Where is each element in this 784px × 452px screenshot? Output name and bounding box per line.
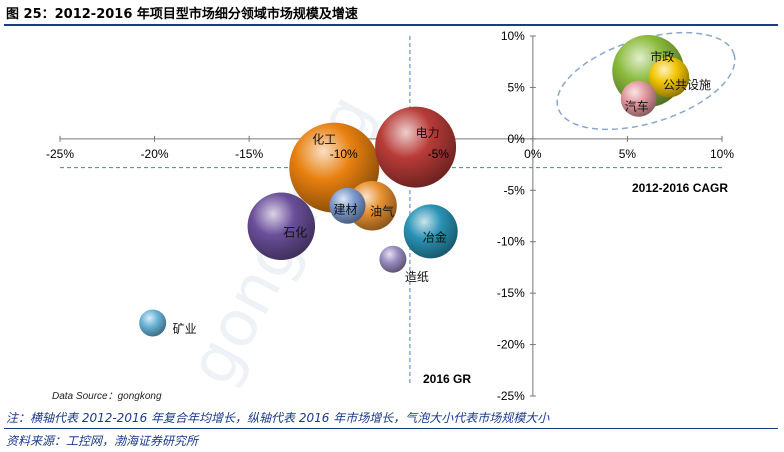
bubble-label: 汽车 (625, 99, 649, 114)
bubble-layer (139, 34, 690, 337)
bubble-label: 造纸 (405, 270, 429, 284)
bubble-label: 冶金 (423, 229, 447, 244)
x-axis-label: 2012-2016 CAGR (632, 181, 728, 195)
x-tick-label: -15% (235, 147, 263, 161)
title-divider (4, 24, 778, 26)
bubble-冶金 (403, 204, 458, 259)
bubble-造纸 (379, 245, 407, 273)
bubble-公共设施 (648, 56, 690, 98)
x-tick-label: -20% (141, 147, 169, 161)
source-line: 资料来源：工控网，渤海证券研究所 (6, 434, 199, 448)
bubble-label: 石化 (283, 225, 307, 239)
bubble-汽车 (620, 80, 657, 117)
y-tick-label: -20% (497, 338, 525, 352)
bubble-label: 市政 (650, 49, 674, 64)
y-axis-label: 2016 GR (423, 372, 471, 386)
bubble-label: 公共设施 (663, 78, 711, 92)
y-tick-label: -5% (504, 183, 526, 197)
y-tick-label: 0% (508, 132, 526, 146)
y-tick-label: 10% (501, 29, 525, 43)
y-tick-label: -25% (497, 389, 525, 403)
bubble-label: 油气 (370, 204, 394, 219)
bubble-矿业 (139, 309, 167, 337)
bubble-石化 (247, 192, 316, 261)
bubble-label: 建材 (333, 203, 357, 217)
figure-title: 图 25：2012-2016 年项目型市场细分领域市场规模及增速 (6, 7, 358, 22)
y-tick-label: -10% (497, 235, 525, 249)
bubble-建材 (329, 187, 366, 224)
bubble-label: 化工 (312, 133, 336, 147)
x-tick-label: -5% (428, 147, 450, 161)
x-tick-label: -10% (330, 147, 358, 161)
y-tick-label: 5% (508, 80, 526, 94)
highlight-ellipse (556, 31, 736, 131)
x-tick-label: 10% (710, 147, 734, 161)
tick-label-layer: -25% -20% -15% -10% -5% 0% 5% 10% 10% 5% 0% -5% -10%… (46, 29, 734, 403)
x-tick-label: 0% (524, 147, 542, 161)
bubble-label: 电力 (416, 126, 440, 140)
x-tick-label: -25% (46, 147, 74, 161)
note-divider (4, 428, 778, 429)
bubble-label: 矿业 (173, 322, 197, 336)
bubble-电力 (375, 106, 457, 188)
y-tick-label: -15% (497, 286, 525, 300)
data-source-label: Data Source：gongkong (52, 391, 162, 402)
x-tick-label: 5% (619, 147, 637, 161)
chart-note: 注：横轴代表 2012-2016 年复合年均增长，纵轴代表 2016 年市场增长… (6, 411, 550, 425)
